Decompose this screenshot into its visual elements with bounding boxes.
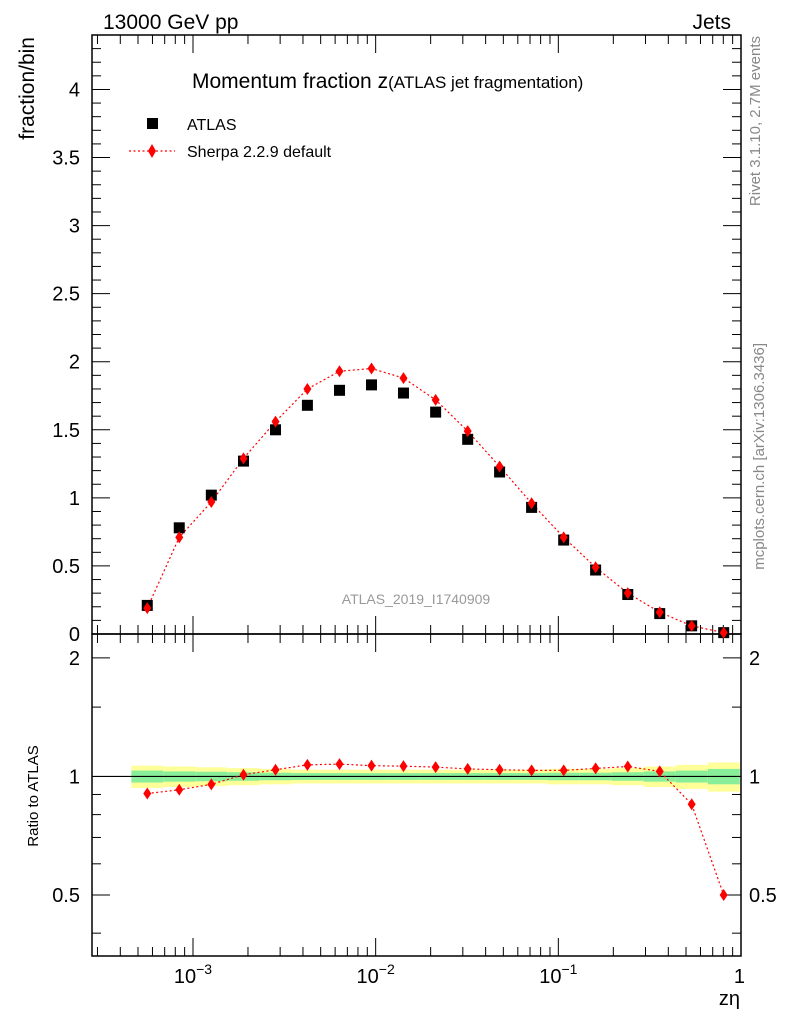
chart-title-main: Momentum fraction z <box>192 70 388 93</box>
sherpa-data-point <box>143 602 152 615</box>
atlas-data-point <box>462 433 474 445</box>
sherpa-data-point <box>623 587 632 600</box>
atlas-data-point <box>173 522 185 534</box>
x-tick-label: 1 <box>734 966 745 988</box>
sherpa-data-point <box>655 606 664 619</box>
ratio-data-point <box>175 783 184 796</box>
ratio-data-point <box>591 762 600 775</box>
chart-title: Momentum fraction z(ATLAS jet fragmentat… <box>192 70 583 93</box>
sherpa-data-point <box>463 425 472 438</box>
ratio-data-point <box>431 761 440 774</box>
sherpa-data-point <box>591 561 600 574</box>
ratio-data-point <box>495 763 504 776</box>
legend-sherpa-label: Sherpa 2.2.9 default <box>187 144 332 161</box>
ratio-data-point <box>207 778 216 791</box>
y-tick-label: 4 <box>69 79 80 101</box>
legend-sherpa-marker <box>148 144 156 158</box>
y-tick-label: 1.5 <box>52 420 80 442</box>
x-tick-label: 10−1 <box>539 961 577 988</box>
ratio-tick-label-left: 0.5 <box>52 885 80 907</box>
atlas-data-point <box>301 399 313 411</box>
x-tick-label: 10−2 <box>357 961 395 988</box>
ratio-data-point <box>335 758 344 771</box>
sherpa-data-point <box>303 382 312 395</box>
y-tick-label: 0.5 <box>52 556 80 578</box>
energy-label: 13000 GeV pp <box>103 11 238 34</box>
atlas-data-point <box>430 406 442 418</box>
mcplots-label: mcplots.cern.ch [arXiv:1306.3436] <box>751 343 768 570</box>
sherpa-dotted-line <box>146 367 725 896</box>
y-tick-label: 2 <box>69 352 80 374</box>
legend: ATLAS Sherpa 2.2.9 default <box>129 117 332 161</box>
ratio-data-point <box>239 768 248 781</box>
sherpa-data-point <box>719 626 728 639</box>
ratio-data-point <box>463 762 472 775</box>
process-label: Jets <box>692 11 731 34</box>
y-tick-label: 3.5 <box>52 148 80 170</box>
sherpa-data-point <box>559 531 568 544</box>
legend-atlas-label: ATLAS <box>187 117 237 134</box>
ratio-data-point <box>719 888 728 901</box>
x-axis-label: zη <box>719 988 740 1010</box>
legend-atlas-marker <box>147 118 158 129</box>
axis-ticks <box>92 35 742 956</box>
ratio-tick-label-right: 2 <box>749 648 760 670</box>
ratio-data-point <box>367 759 376 772</box>
sherpa-data-point <box>431 393 440 406</box>
ratio-data-point <box>399 760 408 773</box>
ratio-uncertainty-bands <box>92 762 741 792</box>
axis-tick-labels: 10−3 10−2 10−1 1 0 0.5 1 1.5 2 2.5 3 3.5 4 0.5 0.5 1 1 2 2 <box>52 79 777 988</box>
atlas-data-point <box>397 387 409 399</box>
atlas-data-point <box>270 424 282 436</box>
sherpa-data-point <box>527 497 536 510</box>
rivet-label: Rivet 3.1.10, 2.7M events <box>747 36 764 206</box>
y-tick-label: 2.5 <box>52 284 80 306</box>
atlas-data-point <box>334 384 346 396</box>
ratio-axis-label: Ratio to ATLAS <box>25 745 42 846</box>
ratio-tick-label-left: 1 <box>69 766 80 788</box>
y-tick-label: 3 <box>69 216 80 238</box>
data-markers <box>141 362 730 901</box>
sherpa-data-point <box>207 495 216 508</box>
ratio-data-point <box>527 764 536 777</box>
y-axis-label: fraction/bin <box>16 37 39 140</box>
ratio-data-point <box>303 758 312 771</box>
chart-title-suffix: (ATLAS jet fragmentation) <box>388 73 583 92</box>
ratio-tick-label-left: 2 <box>69 648 80 670</box>
sherpa-data-point <box>335 365 344 378</box>
sherpa-data-point <box>687 619 696 632</box>
sherpa-data-point <box>495 460 504 473</box>
ratio-data-point <box>687 798 696 811</box>
ratio-tick-label-right: 1 <box>749 766 760 788</box>
x-tick-label: 10−3 <box>174 961 212 988</box>
sherpa-data-point <box>367 362 376 375</box>
y-tick-label: 1 <box>69 488 80 510</box>
analysis-label: ATLAS_2019_I1740909 <box>342 591 491 607</box>
ratio-data-point <box>559 764 568 777</box>
sherpa-data-point <box>271 415 280 428</box>
ratio-data-point <box>271 763 280 776</box>
sherpa-data-point <box>175 531 184 544</box>
atlas-data-point <box>205 489 217 501</box>
ratio-data-point <box>655 765 664 778</box>
sherpa-data-point <box>399 372 408 385</box>
ratio-data-point <box>623 760 632 773</box>
atlas-data-point <box>366 379 378 391</box>
y-tick-label: 0 <box>69 624 80 646</box>
ratio-data-point <box>143 787 152 800</box>
sherpa-data-point <box>239 452 248 465</box>
ratio-plot-frame <box>91 633 742 957</box>
ratio-tick-label-right: 0.5 <box>749 885 777 907</box>
